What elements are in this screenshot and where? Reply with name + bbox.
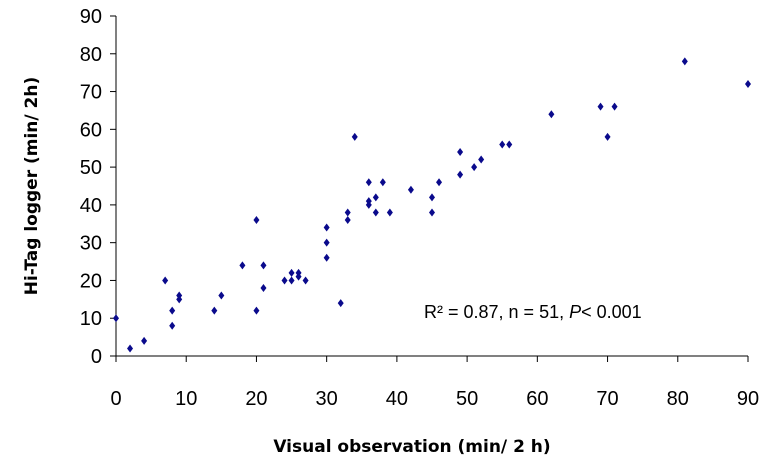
y-tick-label: 10 — [80, 308, 102, 330]
data-point — [218, 291, 225, 300]
data-point — [471, 163, 478, 172]
data-point — [302, 276, 309, 285]
axes — [115, 16, 748, 357]
data-point — [288, 268, 295, 277]
x-tick-label: 80 — [667, 388, 689, 410]
data-point — [457, 148, 464, 156]
x-tick-label: 90 — [737, 388, 759, 410]
data-point — [372, 193, 379, 202]
data-point — [478, 155, 485, 164]
data-point — [337, 299, 344, 308]
y-tick-label: 90 — [80, 6, 102, 28]
x-tick-label: 60 — [526, 388, 548, 410]
data-point — [141, 336, 148, 345]
x-tick-label: 50 — [456, 388, 478, 410]
data-point — [260, 284, 267, 292]
x-tick-label: 70 — [596, 388, 618, 410]
y-tick-label: 20 — [80, 270, 102, 292]
data-point — [429, 193, 435, 202]
data-point — [239, 261, 246, 270]
data-point — [253, 306, 260, 315]
data-point — [113, 314, 119, 323]
data-point — [457, 170, 464, 179]
y-tick-label: 40 — [80, 195, 102, 217]
x-tick-label: 30 — [316, 388, 338, 410]
data-point — [499, 140, 506, 149]
data-point — [288, 276, 295, 285]
data-point — [344, 208, 351, 217]
data-point — [372, 208, 379, 217]
data-point — [295, 272, 302, 281]
stats-annotation-main: R² = 0.87, n = 51, — [424, 302, 569, 322]
stats-annotation: R² = 0.87, n = 51, P< 0.001 — [424, 302, 642, 322]
x-tick-label: 40 — [386, 388, 408, 410]
p-value: < 0.001 — [581, 302, 642, 322]
data-point — [407, 185, 414, 194]
data-point — [506, 140, 513, 149]
data-point — [169, 321, 176, 330]
y-axis-title: Hi-Tag logger (min/ 2h) — [22, 77, 42, 296]
y-tick-label: 30 — [80, 233, 102, 255]
data-point — [260, 261, 267, 270]
data-point — [365, 197, 372, 206]
p-symbol: P — [569, 302, 581, 322]
data-point — [351, 132, 358, 141]
y-ticks: 0 10 20 30 40 50 60 70 80 90 — [80, 6, 116, 368]
data-point — [548, 110, 555, 119]
x-tick-label: 20 — [245, 388, 267, 410]
data-point — [386, 208, 393, 217]
data-point — [344, 216, 351, 224]
data-points — [113, 57, 751, 353]
y-tick-label: 50 — [80, 157, 102, 179]
data-point — [127, 344, 134, 353]
y-tick-label: 80 — [80, 44, 102, 66]
x-axis-title: Visual observation (min/ 2 h) — [273, 437, 550, 457]
data-point — [169, 306, 176, 315]
x-ticks: 0 10 20 30 40 50 60 70 80 90 — [110, 356, 759, 410]
data-point — [379, 178, 386, 187]
data-point — [211, 306, 218, 315]
data-point — [604, 132, 611, 141]
data-point — [281, 276, 288, 285]
data-point — [365, 178, 372, 187]
data-point — [611, 102, 618, 111]
data-point — [745, 80, 751, 88]
data-point — [176, 295, 183, 304]
data-point — [253, 216, 260, 224]
data-point — [323, 223, 330, 232]
data-point — [323, 238, 330, 247]
y-tick-label: 70 — [80, 82, 102, 104]
y-tick-label: 60 — [80, 119, 102, 141]
data-point — [681, 57, 688, 66]
y-tick-label: 0 — [91, 346, 102, 368]
x-tick-label: 10 — [175, 388, 197, 410]
data-point — [162, 276, 169, 285]
x-tick-label: 0 — [110, 388, 121, 410]
data-point — [436, 178, 443, 187]
data-point — [323, 253, 330, 262]
data-point — [429, 208, 435, 217]
data-point — [597, 102, 604, 111]
